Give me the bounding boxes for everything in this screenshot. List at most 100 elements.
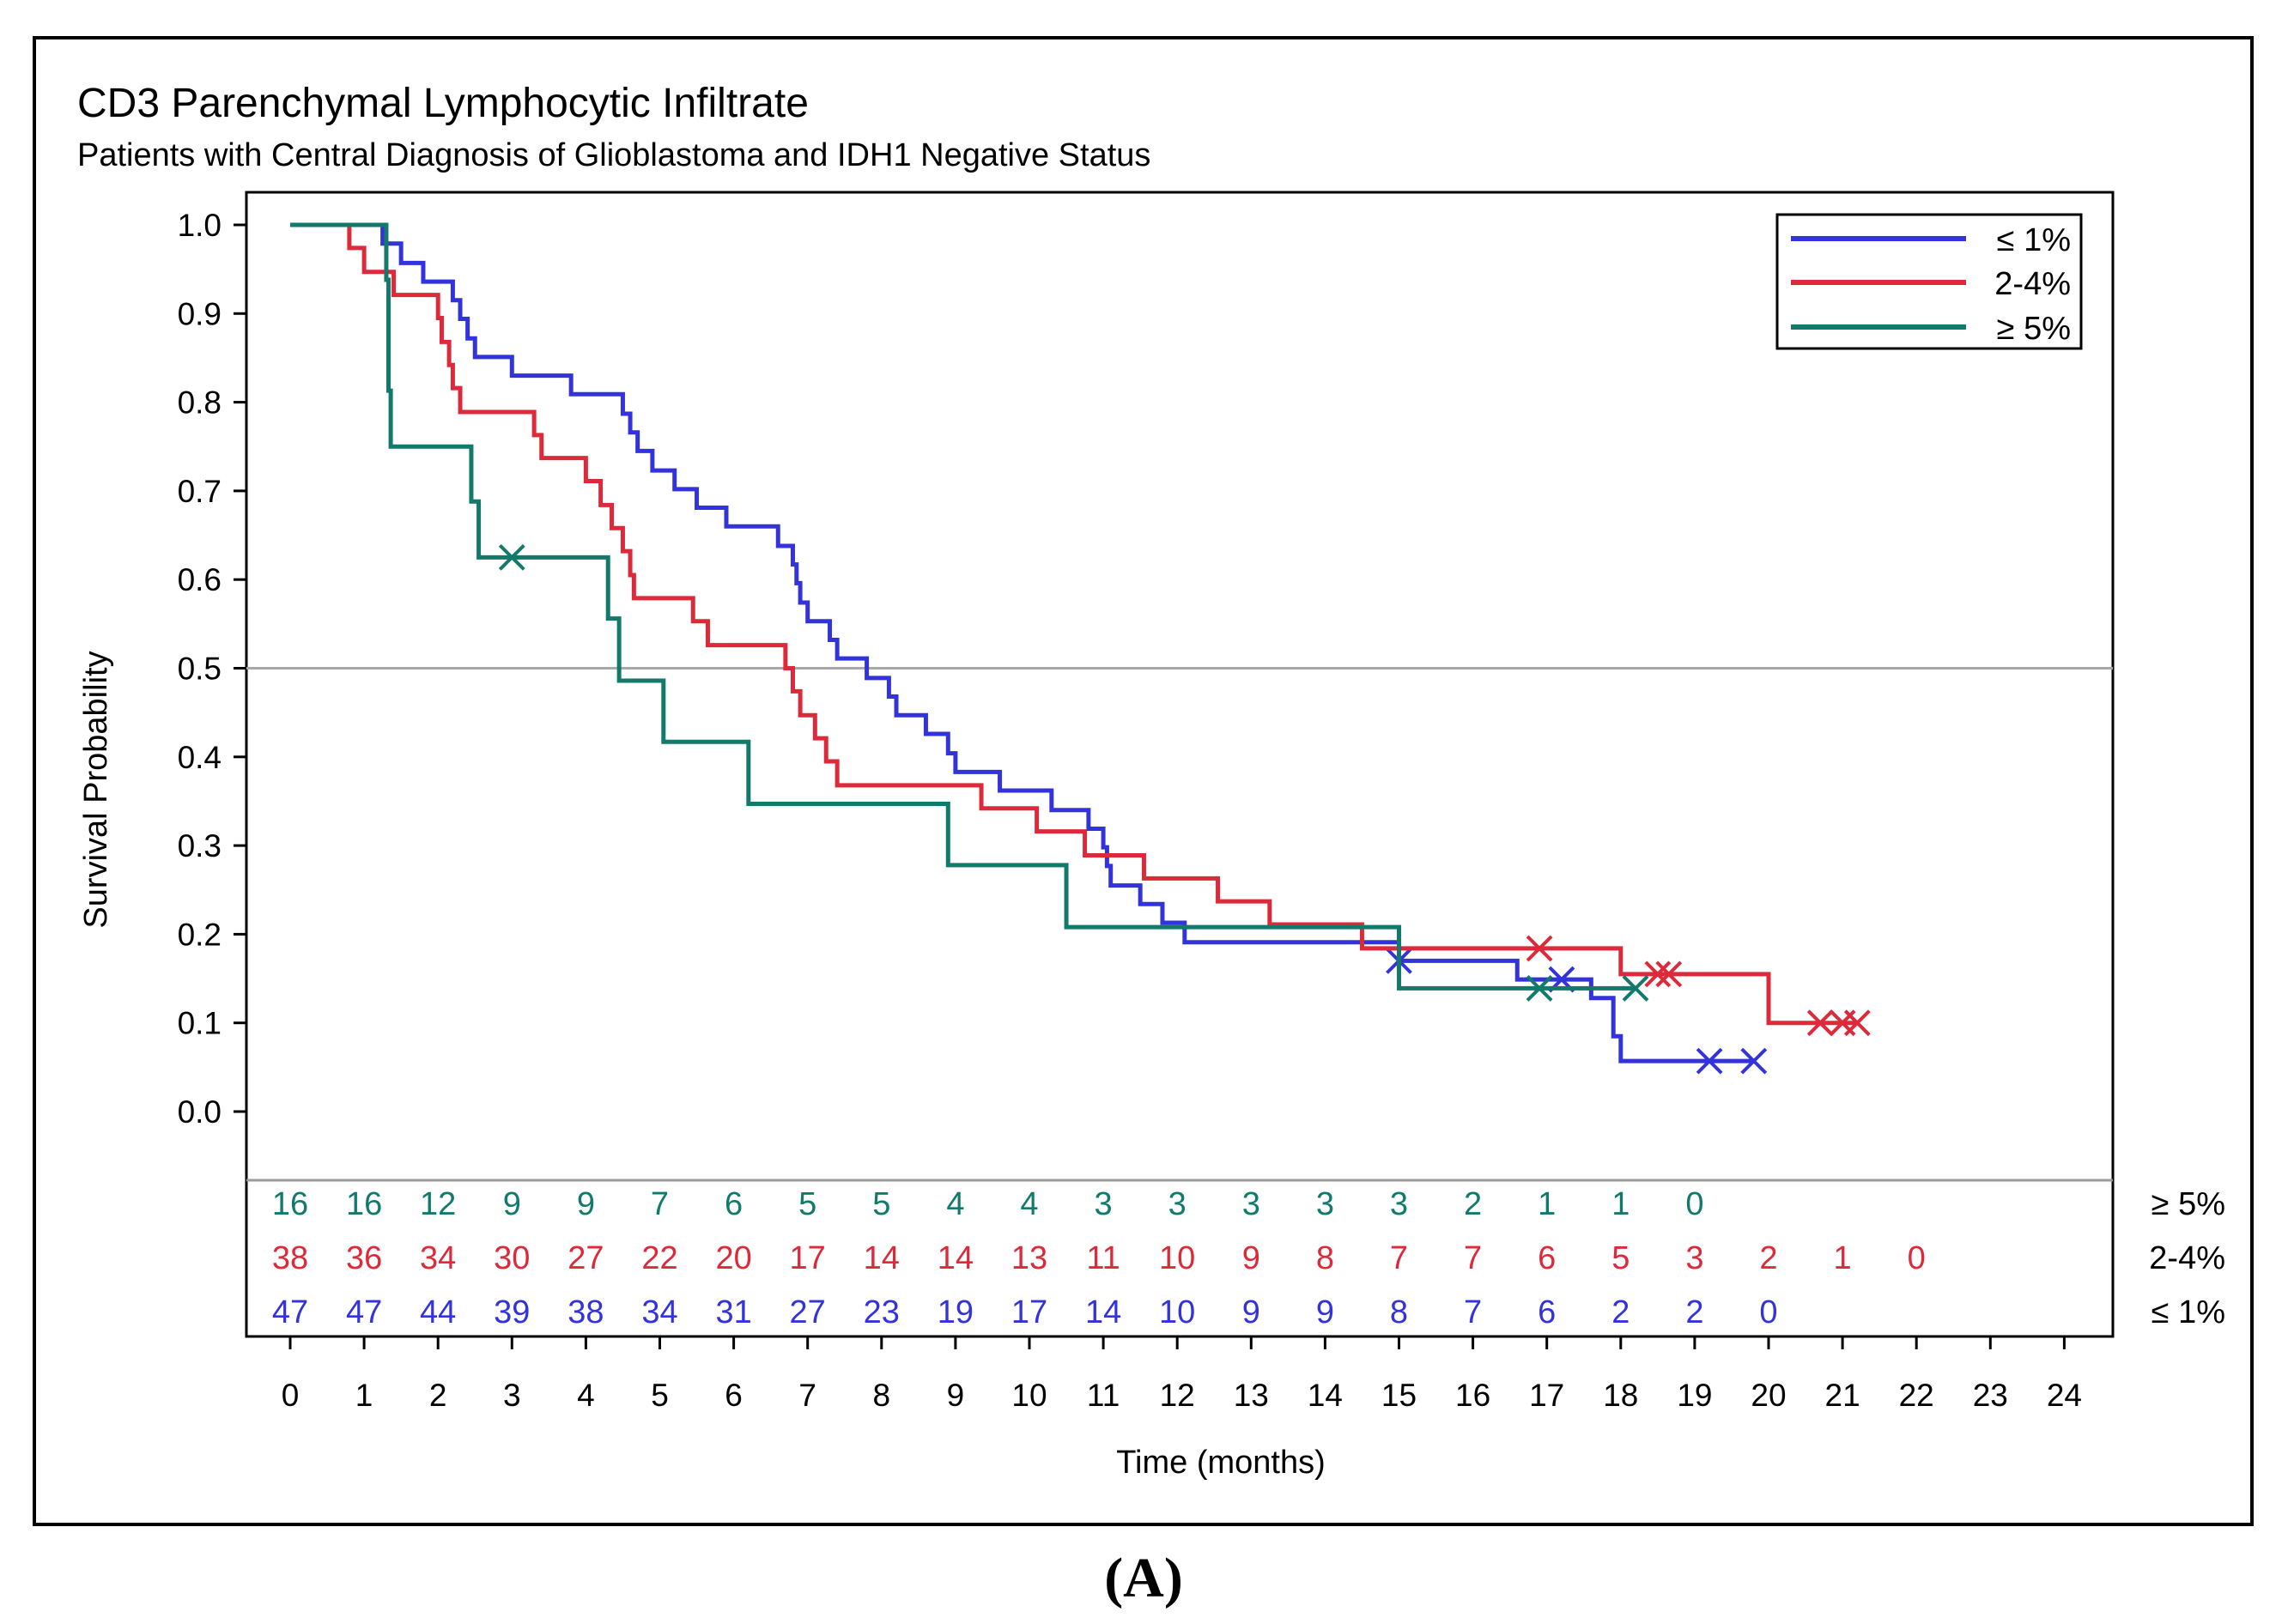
risk-count: 14 xyxy=(1085,1294,1121,1330)
x-tick-label: 16 xyxy=(1455,1378,1490,1413)
censor-mark xyxy=(498,543,525,571)
risk-table: 16 16 12 9 9 7 6 5 5 4 4 3 3 3 3 3 2 1 1 0 ≥ 5%38 36 34 30 27 22 2… xyxy=(272,1186,2225,1330)
x-tick-label: 20 xyxy=(1751,1378,1786,1413)
risk-row-label: ≥ 5% xyxy=(2151,1186,2225,1222)
risk-count: 0 xyxy=(1908,1240,1926,1276)
x-tick-label: 5 xyxy=(651,1378,669,1413)
censor-mark xyxy=(1843,1009,1871,1037)
risk-count: 1 xyxy=(1538,1186,1556,1222)
risk-count: 1 xyxy=(1611,1186,1630,1222)
risk-count: 3 xyxy=(1390,1186,1408,1222)
risk-count: 16 xyxy=(346,1186,382,1222)
risk-count: 34 xyxy=(641,1294,677,1330)
legend-label-ge5: ≥ 5% xyxy=(1997,311,2071,347)
risk-count: 30 xyxy=(494,1240,530,1276)
risk-count: 11 xyxy=(1086,1240,1120,1276)
censor-mark xyxy=(1644,960,1672,988)
risk-count: 20 xyxy=(715,1240,751,1276)
risk-count: 17 xyxy=(790,1240,826,1276)
risk-count: 27 xyxy=(567,1240,604,1276)
risk-count: 8 xyxy=(1390,1294,1408,1330)
risk-count: 19 xyxy=(938,1294,974,1330)
x-tick-label: 12 xyxy=(1160,1378,1195,1413)
risk-count: 6 xyxy=(1538,1240,1556,1276)
risk-count: 0 xyxy=(1759,1294,1777,1330)
risk-count: 27 xyxy=(790,1294,826,1330)
risk-count: 7 xyxy=(1464,1240,1482,1276)
y-axis-label: Survival Probability xyxy=(78,651,114,928)
x-tick-label: 3 xyxy=(503,1378,521,1413)
risk-count: 7 xyxy=(1390,1240,1408,1276)
risk-count: 7 xyxy=(1464,1294,1482,1330)
x-tick-label: 13 xyxy=(1234,1378,1269,1413)
x-tick-label: 23 xyxy=(1973,1378,2008,1413)
risk-count: 13 xyxy=(1011,1240,1047,1276)
y-tick-label: 1.0 xyxy=(178,208,222,243)
risk-count: 0 xyxy=(1685,1186,1703,1222)
risk-count: 3 xyxy=(1095,1186,1113,1222)
x-tick-label: 14 xyxy=(1308,1378,1343,1413)
risk-count: 3 xyxy=(1168,1186,1186,1222)
censor-mark xyxy=(1655,960,1683,988)
risk-count: 38 xyxy=(567,1294,604,1330)
y-tick-label: 0.0 xyxy=(178,1094,222,1130)
y-tick-label: 0.7 xyxy=(178,474,222,509)
risk-count: 36 xyxy=(346,1240,382,1276)
risk-count: 1 xyxy=(1834,1240,1852,1276)
x-tick-label: 18 xyxy=(1603,1378,1638,1413)
risk-count: 3 xyxy=(1316,1186,1334,1222)
x-axis: 0 1 2 3 4 5 6 7 8 9 10 11 12 13 14 15 16 17 18 19 20 21 22 23 24 xyxy=(282,1336,2082,1413)
chart-subtitle: Patients with Central Diagnosis of Gliob… xyxy=(77,137,1150,173)
x-tick-label: 7 xyxy=(798,1378,816,1413)
risk-count: 2 xyxy=(1464,1186,1482,1222)
x-tick-label: 9 xyxy=(947,1378,965,1413)
legend: ≤ 1% 2-4% ≥ 5% xyxy=(1775,213,2083,350)
risk-count: 6 xyxy=(725,1186,743,1222)
x-tick-label: 11 xyxy=(1087,1378,1120,1413)
risk-count: 12 xyxy=(420,1186,456,1222)
chart-title: CD3 Parenchymal Lymphocytic Infiltrate xyxy=(77,81,809,126)
x-tick-label: 4 xyxy=(577,1378,595,1413)
risk-count: 14 xyxy=(938,1240,974,1276)
x-tick-label: 2 xyxy=(429,1378,447,1413)
censor-mark xyxy=(1526,974,1553,1002)
risk-count: 9 xyxy=(1316,1294,1334,1330)
risk-count: 9 xyxy=(1242,1240,1260,1276)
x-tick-label: 6 xyxy=(725,1378,743,1413)
censor-mark xyxy=(1806,1009,1834,1037)
km-curve-series-1 xyxy=(290,222,1858,1026)
km-curve-series-0 xyxy=(290,222,1754,1063)
risk-count: 22 xyxy=(641,1240,677,1276)
y-tick-label: 0.8 xyxy=(178,385,222,421)
risk-count: 16 xyxy=(272,1186,308,1222)
risk-count: 2 xyxy=(1611,1294,1630,1330)
legend-label-le1: ≤ 1% xyxy=(1997,222,2071,258)
risk-count: 9 xyxy=(577,1186,595,1222)
risk-count: 23 xyxy=(864,1294,900,1330)
legend-label-2-4: 2-4% xyxy=(1994,266,2071,302)
risk-count: 5 xyxy=(1611,1240,1630,1276)
risk-count: 3 xyxy=(1685,1240,1703,1276)
risk-count: 3 xyxy=(1242,1186,1260,1222)
risk-count: 7 xyxy=(651,1186,669,1222)
y-tick-label: 0.4 xyxy=(178,740,222,775)
risk-count: 10 xyxy=(1159,1240,1195,1276)
risk-count: 39 xyxy=(494,1294,530,1330)
censor-mark xyxy=(1696,1047,1723,1075)
risk-count: 10 xyxy=(1159,1294,1195,1330)
risk-count: 4 xyxy=(946,1186,964,1222)
x-tick-label: 22 xyxy=(1899,1378,1934,1413)
risk-count: 2 xyxy=(1759,1240,1777,1276)
risk-count: 2 xyxy=(1685,1294,1703,1330)
y-tick-label: 0.1 xyxy=(178,1006,222,1041)
plot-frame xyxy=(245,191,2115,1338)
risk-count: 9 xyxy=(1242,1294,1260,1330)
risk-count: 44 xyxy=(420,1294,456,1330)
x-tick-label: 1 xyxy=(355,1378,373,1413)
x-tick-label: 19 xyxy=(1677,1378,1712,1413)
censor-mark xyxy=(1526,935,1553,962)
risk-count: 34 xyxy=(420,1240,456,1276)
risk-count: 8 xyxy=(1316,1240,1334,1276)
risk-row-label: ≤ 1% xyxy=(2151,1294,2225,1330)
